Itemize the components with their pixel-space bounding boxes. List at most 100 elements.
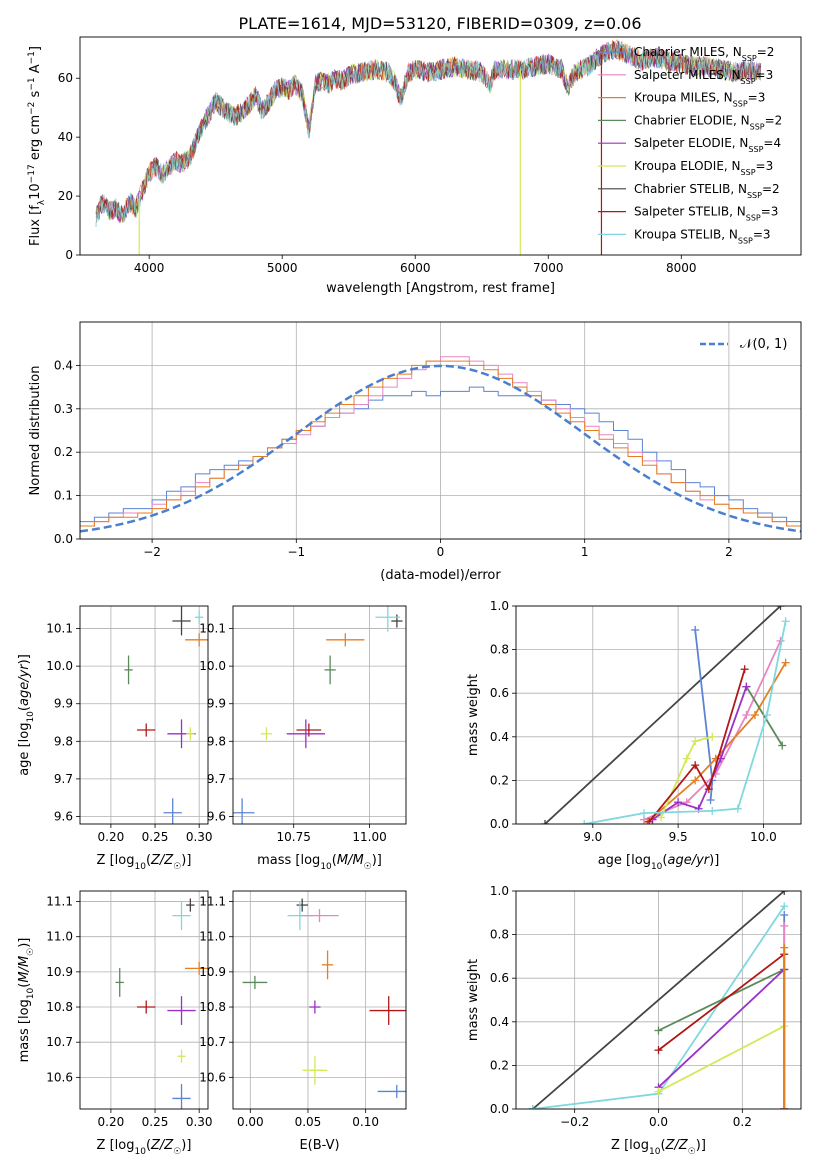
y-axis-label: Flux [fλ10−17 erg cm−2 s−1 A−1] <box>27 46 47 246</box>
label-part: Z/Z <box>150 1138 174 1153</box>
label-part: ] <box>28 46 43 51</box>
x-axis-label: age [log10(age/yr)] <box>598 853 720 872</box>
label-part: 10 <box>26 987 36 999</box>
label-part: ( <box>660 1138 665 1153</box>
spectrum-line <box>95 40 761 220</box>
label-part: age [log <box>17 723 32 776</box>
y-axis-label: mass weight <box>466 959 481 1041</box>
y-tick-label: 10.9 <box>199 965 226 979</box>
axes-frame <box>515 890 802 1110</box>
label-part: )] <box>709 853 719 868</box>
legend-label-part: Kroupa MILES, N <box>634 91 733 105</box>
legend-label: Salpeter STELIB, NSSP=3 <box>634 205 778 223</box>
x-tick-label: 0.20 <box>98 1115 125 1129</box>
weight-line <box>584 621 787 824</box>
x-tick-label: 4000 <box>134 261 165 275</box>
y-tick-label: 10.0 <box>199 659 226 673</box>
label-part: A <box>28 64 43 77</box>
legend-label-part: SSP <box>747 190 762 199</box>
weight-line <box>694 629 714 801</box>
legend-label-part: SSP <box>750 122 765 131</box>
y-tick-label: 10.7 <box>46 1035 73 1049</box>
y-tick-label: 10.8 <box>46 1000 73 1014</box>
x-tick-label: −1 <box>287 545 305 559</box>
label-part: )] <box>181 1138 191 1153</box>
legend-label-part: Kroupa ELODIE, N <box>634 159 741 173</box>
label-part: mass [log <box>257 853 320 868</box>
label-part: )] <box>696 1138 706 1153</box>
label-part: ( <box>17 706 32 711</box>
legend-label: Salpeter MILES, NSSP=3 <box>634 68 773 86</box>
y-axis-label: mass weight <box>466 674 481 756</box>
legend-normal-label: 𝒩(0, 1) <box>740 337 787 352</box>
label-part: 10 <box>651 862 663 872</box>
mass_age-axes: 10.75 11.00 9.6 9.7 9.8 9.9 10.0 10.1 <box>199 606 406 844</box>
spectrum-line <box>95 41 762 227</box>
x-tick-label: 0.30 <box>186 830 213 844</box>
z_weight-axes: −0.2 0.0 0.2 0.0 0.2 0.4 0.6 0.8 1.0 <box>490 884 801 1129</box>
axes-frame <box>79 605 209 825</box>
label-part: age [log <box>598 853 651 868</box>
x-tick-label: 11.00 <box>352 830 386 844</box>
label-part: ( <box>662 853 667 868</box>
residual_hist-axes: −2 −1 0 1 2 0.0 0.1 0.2 0.3 0.4 <box>54 322 801 559</box>
legend-label: Kroupa STELIB, NSSP=3 <box>634 227 771 245</box>
label-part: Z [log <box>611 1138 649 1153</box>
y-tick-label: 11.1 <box>46 895 73 909</box>
label-part: ( <box>332 853 337 868</box>
y-tick-label: 10.1 <box>46 622 73 636</box>
weight-line <box>657 967 786 1109</box>
legend-label-part: SSP <box>733 99 748 108</box>
weight-line <box>745 686 783 746</box>
spectrum-content <box>95 38 762 255</box>
label-part: age/yr <box>17 663 32 706</box>
label-part: 10 <box>28 183 43 200</box>
legend-label-part: =3 <box>761 205 779 219</box>
label-part: λ <box>37 199 47 205</box>
x-tick-label: 9.5 <box>669 830 688 844</box>
label-part: 10 <box>134 862 146 872</box>
weight-line <box>544 606 782 824</box>
y-axis-label: Normed distribution <box>28 366 43 496</box>
y-tick-label: 60 <box>58 71 73 85</box>
normal-curve <box>80 364 801 533</box>
y-tick-label: 10.1 <box>199 622 226 636</box>
label-part: )] <box>17 654 32 664</box>
y-tick-label: 10.6 <box>46 1070 73 1084</box>
x-tick-label: 0.00 <box>237 1115 264 1129</box>
label-part: Z/Z <box>150 853 174 868</box>
legend-label: Chabrier MILES, NSSP=2 <box>634 45 774 63</box>
weight-line <box>532 891 785 1109</box>
y-tick-label: 9.8 <box>54 734 73 748</box>
x-tick-label: 0.30 <box>186 1115 213 1129</box>
label-part: ☉ <box>173 1147 181 1157</box>
label-part: M/M <box>17 956 32 983</box>
y-tick-label: 20 <box>58 189 73 203</box>
y-tick-label: 0.2 <box>54 445 73 459</box>
x-tick-label: 6000 <box>400 261 431 275</box>
y-tick-label: 0.2 <box>490 1058 509 1072</box>
label-part: −1 <box>27 77 37 90</box>
figure-title: PLATE=1614, MJD=53120, FIBERID=0309, z=0… <box>238 14 641 33</box>
spectrum-line <box>95 41 762 224</box>
y-tick-label: 10.7 <box>199 1035 226 1049</box>
y-tick-label: 0.0 <box>54 532 73 546</box>
y-tick-label: 0.6 <box>490 971 509 985</box>
x-axis-label: wavelength [Angstrom, rest frame] <box>326 281 555 296</box>
axes-frame <box>515 605 802 825</box>
legend-label-part: SSP <box>742 54 757 63</box>
z_age-content <box>124 606 208 824</box>
x-tick-label: 10.75 <box>277 830 311 844</box>
y-tick-label: 0.2 <box>490 773 509 787</box>
label-part: Z [log <box>97 1138 135 1153</box>
y-tick-label: 9.7 <box>207 772 226 786</box>
legend-label-part: SSP <box>748 145 763 154</box>
y-tick-label: 1.0 <box>490 884 509 898</box>
y-tick-label: 0.4 <box>490 1015 509 1029</box>
legend-label: Chabrier STELIB, NSSP=2 <box>634 182 780 200</box>
legend-label-part: SSP <box>746 213 761 222</box>
y-tick-label: 11.0 <box>199 930 226 944</box>
label-part: 10 <box>649 1147 661 1157</box>
z_mass-content <box>115 898 208 1109</box>
